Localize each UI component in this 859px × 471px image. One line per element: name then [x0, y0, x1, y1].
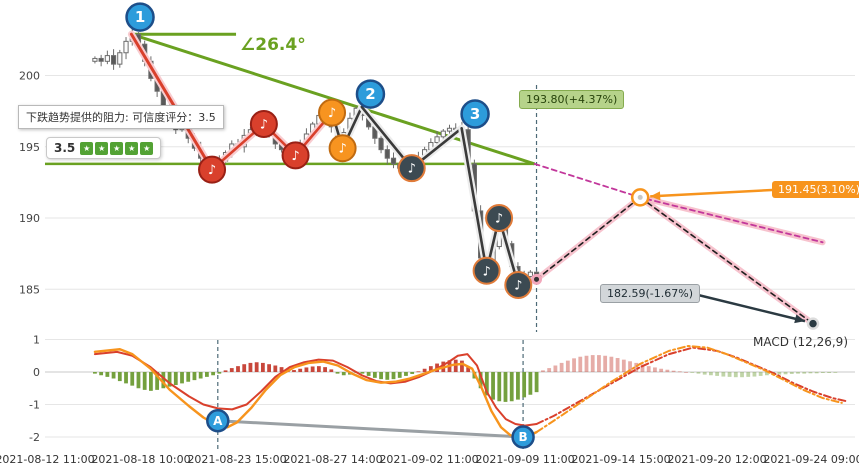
target-price-tag-down: 182.59(-1.67%)	[600, 284, 700, 303]
score-block-icon: ★	[125, 141, 139, 155]
note-marker[interactable]: ♪	[397, 154, 426, 183]
svg-text:2021-08-27 14:00: 2021-08-27 14:00	[283, 453, 382, 466]
music-note-icon: ♪	[291, 149, 299, 164]
angle-label: ∠26.4°	[240, 35, 306, 55]
svg-text:200: 200	[19, 70, 40, 83]
last-price-dot	[531, 273, 543, 285]
music-note-icon: ♪	[495, 212, 503, 227]
music-note-icon: ♪	[408, 162, 416, 177]
macd-params-label: MACD (12,26,9)	[753, 335, 848, 349]
pivot-marker-2[interactable]: 2	[355, 79, 386, 109]
target-price-tag-mid: 191.45(3.10%)	[772, 181, 859, 198]
note-marker[interactable]: ♪	[318, 98, 347, 127]
macd-histogram	[93, 355, 838, 402]
music-note-icon: ♪	[208, 163, 216, 178]
svg-text:2021-08-23 15:00: 2021-08-23 15:00	[187, 453, 286, 466]
svg-text:B: B	[519, 430, 528, 444]
svg-text:0: 0	[33, 366, 40, 379]
confidence-score-blocks: ★ ★ ★ ★ ★	[80, 141, 154, 155]
macd-ab-markers[interactable]: AB	[206, 409, 535, 449]
pivot-marker-3[interactable]: 3	[460, 99, 490, 129]
forecast-lines	[533, 162, 826, 327]
zigzag-pattern	[127, 30, 541, 289]
music-note-icon: ♪	[328, 106, 336, 121]
svg-text:2: 2	[365, 85, 375, 103]
svg-text:190: 190	[19, 212, 40, 225]
svg-text:2021-09-09 11:00: 2021-09-09 11:00	[475, 453, 574, 466]
svg-text:2021-09-02 11:00: 2021-09-02 11:00	[379, 453, 478, 466]
score-block-icon: ★	[140, 141, 154, 155]
svg-text:2021-09-24 09:00: 2021-09-24 09:00	[763, 453, 859, 466]
svg-text:-1: -1	[29, 399, 40, 412]
score-block-icon: ★	[80, 141, 94, 155]
confidence-score-value: 3.5	[54, 141, 76, 155]
macd-marker-B[interactable]: B	[511, 425, 535, 449]
music-note-icon: ♪	[482, 264, 490, 279]
note-marker[interactable]: ♪	[281, 141, 310, 170]
downside-target-dot	[806, 317, 820, 330]
macd-ab-trendline	[217, 419, 524, 439]
svg-text:185: 185	[19, 283, 40, 296]
macd-marker-A[interactable]: A	[206, 409, 230, 433]
svg-text:2021-09-20 12:00: 2021-09-20 12:00	[667, 453, 766, 466]
note-marker[interactable]: ♪	[249, 110, 278, 138]
svg-text:195: 195	[19, 141, 40, 154]
tag-arrows	[650, 188, 806, 324]
resistance-tooltip: 下跌趋势提供的阻力: 可信度评分：3.5	[18, 105, 224, 129]
music-note-icon: ♪	[338, 142, 346, 157]
note-marker[interactable]: ♪	[328, 134, 357, 163]
svg-text:2021-09-14 15:00: 2021-09-14 15:00	[571, 453, 670, 466]
candlesticks	[92, 28, 540, 292]
note-marker[interactable]: ♪	[198, 155, 227, 184]
music-note-icon: ♪	[514, 279, 522, 294]
macd-lines	[93, 345, 848, 439]
note-markers[interactable]: ♪ ♪ ♪ ♪ ♪ ♪ ♪ ♪ ♪	[198, 98, 533, 300]
target-price-tag-up: 193.80(+4.37%)	[519, 90, 625, 109]
confidence-score-badge: 3.5 ★ ★ ★ ★ ★	[46, 137, 162, 159]
svg-text:1: 1	[135, 8, 145, 26]
svg-text:3: 3	[470, 105, 480, 123]
note-marker[interactable]: ♪	[504, 271, 533, 300]
svg-text:2021-08-12 11:00: 2021-08-12 11:00	[0, 453, 95, 466]
score-block-icon: ★	[110, 141, 124, 155]
music-note-icon: ♪	[260, 118, 268, 133]
svg-text:-2: -2	[29, 431, 40, 444]
forecast-dots	[531, 188, 820, 330]
note-marker[interactable]: ♪	[485, 204, 514, 233]
svg-text:2021-08-18 10:00: 2021-08-18 10:00	[91, 453, 190, 466]
svg-text:A: A	[213, 414, 223, 428]
svg-text:1: 1	[33, 334, 40, 347]
pivot-marker-1[interactable]: 1	[125, 2, 155, 32]
pivot-markers[interactable]: 1 2 3	[125, 2, 490, 129]
note-marker[interactable]: ♪	[472, 256, 501, 285]
score-block-icon: ★	[95, 141, 109, 155]
